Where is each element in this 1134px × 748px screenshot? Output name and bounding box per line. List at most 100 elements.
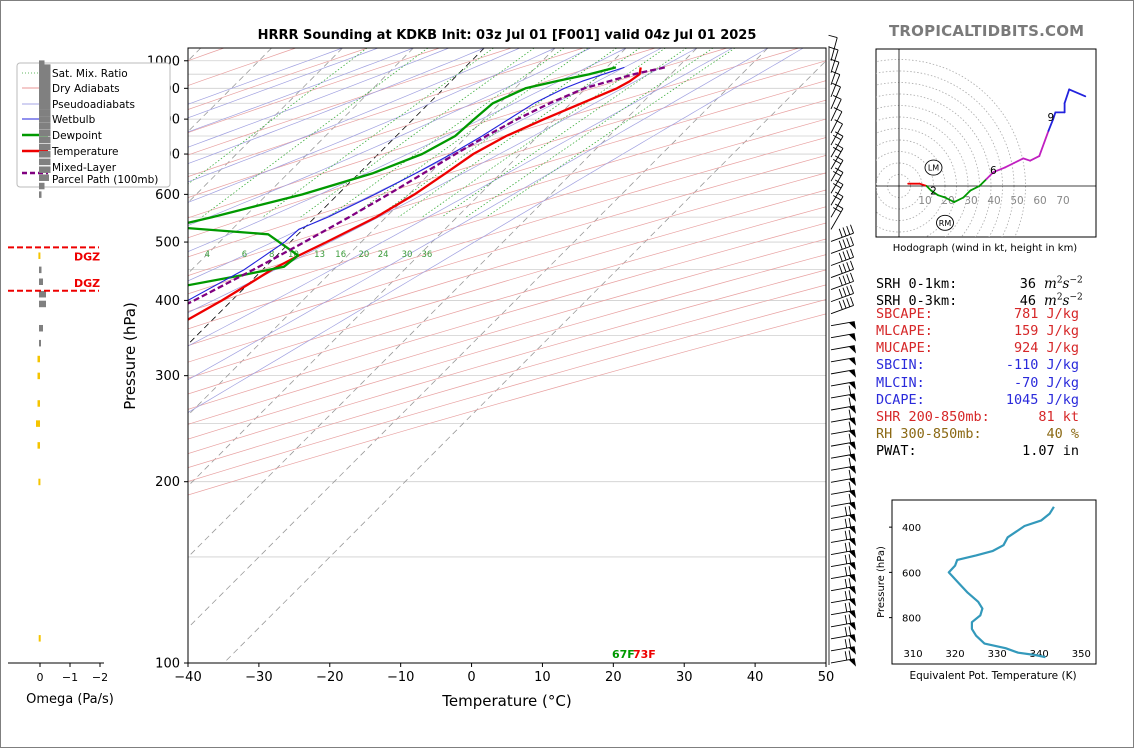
barb-flag — [848, 526, 857, 535]
barb-feather — [848, 566, 852, 576]
barb-feather — [834, 143, 844, 149]
wind-barb — [830, 385, 857, 402]
param-row: SBCAPE: 781 J/kg — [876, 306, 1083, 323]
wind-barb — [830, 203, 844, 230]
param-label: SBCAPE: — [876, 306, 933, 323]
barb-staff — [830, 345, 855, 351]
barb-feather — [850, 272, 854, 282]
x-tick-label: −10 — [387, 670, 414, 685]
omega-bar — [39, 324, 43, 332]
barb-staff — [830, 99, 842, 122]
barb-feather — [848, 530, 852, 540]
dry-adiabat — [188, 99, 826, 295]
mixing-ratio-label: 13 — [314, 250, 325, 260]
dry-adiabat — [188, 48, 656, 198]
mixing-ratio-label: 20 — [358, 250, 369, 260]
hodograph-ring-label: 30 — [964, 195, 977, 207]
barb-feather — [844, 615, 848, 625]
omega-bar — [37, 442, 40, 449]
param-unit-part: 2 — [1056, 292, 1063, 303]
wind-barb — [830, 505, 857, 523]
param-row: PWAT: 1.07 in — [876, 443, 1083, 460]
omega-bar — [38, 252, 41, 259]
barb-feather — [844, 506, 848, 516]
x-tick-label: 40 — [747, 670, 764, 685]
barb-feather — [850, 224, 854, 234]
barb-feather — [848, 397, 852, 407]
param-unit: m2s−2 — [1044, 275, 1083, 292]
wind-barb — [830, 143, 844, 170]
omega-bar — [39, 91, 51, 98]
hodograph-ring-label: 60 — [1033, 195, 1046, 207]
barb-feather — [846, 274, 851, 283]
hodograph-height-label: 2 — [930, 186, 937, 198]
mixing-ratio-label: 24 — [378, 250, 389, 260]
param-value: 46 — [1019, 292, 1036, 309]
omega-bar — [39, 300, 46, 308]
hodograph-segment — [1013, 157, 1025, 164]
omega-bar — [38, 635, 41, 642]
mixing-ratio-line — [188, 48, 368, 185]
x-tick-label: −40 — [174, 670, 201, 685]
dry-adiabat — [188, 137, 826, 330]
moist-adiabat — [188, 48, 733, 347]
hodograph-segment — [1068, 88, 1087, 98]
storm-motion-marker — [936, 214, 954, 231]
theta-e-xtick-label: 320 — [946, 649, 965, 660]
barb-feather — [848, 614, 852, 624]
wind-barb — [830, 107, 843, 134]
wind-barb — [830, 260, 854, 278]
hodograph-segment — [1029, 155, 1041, 162]
hodograph-segment — [985, 171, 995, 181]
dry-adiabat — [188, 299, 826, 482]
skewt-axes: −40 −30 −20 −10 0 10 20 30 40 50 100 200 300 400 500 60… — [147, 54, 834, 685]
barb-feather — [848, 433, 852, 443]
wind-barb — [830, 566, 857, 583]
legend: Sat. Mix. Ratio Dry Adiabats Pseudoadiabat… — [16, 62, 171, 188]
dry-adiabat — [188, 80, 826, 277]
param-label: DCAPE: — [876, 391, 925, 408]
omega-bar — [39, 266, 42, 274]
moist-adiabat — [188, 48, 556, 203]
omega-bar — [37, 400, 40, 407]
dry-adiabat — [188, 155, 826, 347]
param-value: 81 kt — [1038, 408, 1079, 425]
hodograph-segment — [925, 185, 933, 192]
barb-feather — [848, 481, 852, 491]
barb-feather — [832, 171, 842, 177]
barb-feather — [842, 287, 847, 297]
wind-barb — [830, 409, 857, 426]
wind-barb — [830, 333, 857, 342]
barb-feather — [850, 236, 854, 246]
wind-barb — [830, 224, 854, 242]
mixing-ratio-label: 8 — [269, 250, 274, 260]
hodograph-ring-label: 50 — [1010, 195, 1023, 207]
barb-feather — [848, 554, 852, 564]
wind-barb — [830, 602, 857, 619]
barb-feather — [828, 34, 838, 39]
barb-feather — [844, 603, 848, 613]
barb-staff — [830, 148, 844, 170]
omega-bar — [39, 122, 51, 130]
dry-adiabat — [188, 313, 826, 496]
wind-barb — [830, 191, 844, 218]
hodograph-segment — [969, 185, 981, 192]
param-unit: m2s−2 — [1044, 292, 1083, 309]
mixing-ratio-line — [398, 48, 641, 218]
omega-bar — [39, 97, 51, 104]
param-value: 159 J/kg — [1013, 323, 1079, 340]
param-value: 1.07 in — [1022, 442, 1079, 459]
barb-feather — [832, 207, 842, 213]
barb-feather — [834, 155, 844, 161]
chart-title: HRRR Sounding at KDKB Init: 03z Jul 01 [… — [258, 28, 757, 43]
barb-feather — [844, 530, 848, 540]
wind-barb — [830, 530, 857, 547]
wind-barb — [830, 369, 857, 378]
x-axis-label: Temperature (°C) — [441, 692, 571, 710]
barb-flag — [848, 550, 857, 559]
barb-feather — [848, 457, 852, 467]
barb-staff — [830, 37, 838, 61]
wind-barb — [830, 481, 857, 499]
barb-feather — [846, 298, 851, 307]
barb-feather — [850, 284, 854, 294]
